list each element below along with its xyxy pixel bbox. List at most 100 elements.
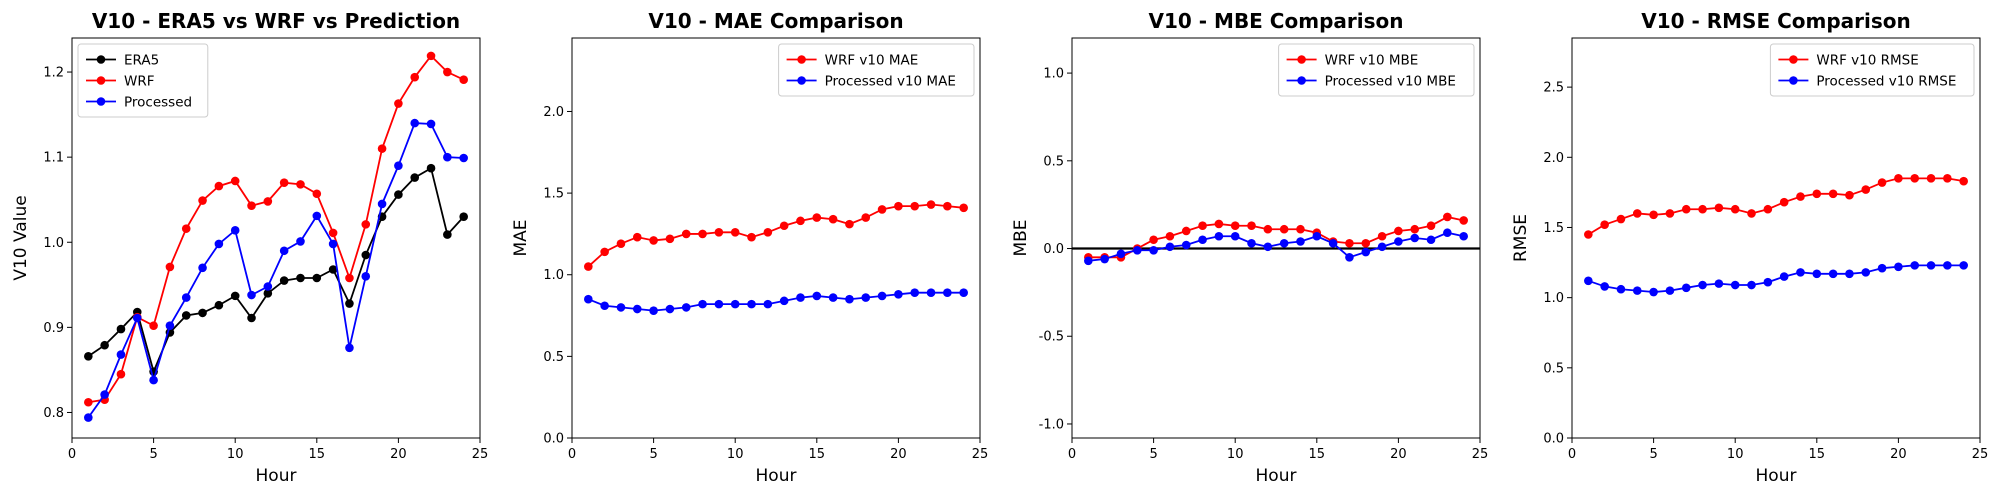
data-point [1714,203,1724,213]
data-point [828,214,838,224]
x-tick-label: 5 [1649,447,1657,462]
data-point [1426,221,1436,231]
legend: WRF v10 MAE Processed v10 MAE [778,43,975,97]
plot-frame [71,37,481,439]
data-point [312,189,322,199]
series-line-1 [587,291,964,312]
x-tick-label: 10 [1227,447,1244,462]
data-point [1926,174,1936,183]
data-point [1198,221,1207,231]
data-point [1230,221,1240,231]
data-point [1279,238,1289,248]
data-point [1747,209,1756,218]
data-point [198,263,207,273]
data-point [1443,212,1452,222]
data-point [1247,221,1256,231]
data-point [1198,235,1207,245]
legend-label: Processed [124,95,192,111]
data-point [198,196,207,205]
y-tick-label: 2.5 [1543,81,1564,96]
x-tick-label: 15 [1309,447,1326,462]
plot-frame [571,37,981,439]
data-point [1943,174,1952,183]
data-point [877,291,887,301]
y-tick-label: 0.5 [1043,154,1064,169]
data-point [1894,262,1903,272]
data-point [1459,216,1468,225]
y-tick-label: 2.0 [543,105,564,120]
data-point [1328,238,1338,248]
data-point [1828,189,1838,199]
data-point [312,273,322,283]
data-point [1632,286,1642,295]
x-tick-label: 20 [890,447,907,462]
data-point [894,290,903,299]
data-point [1116,249,1126,259]
y-tick-label: 0.5 [543,350,564,365]
data-point [361,250,371,260]
data-point [1165,231,1175,241]
data-point [828,293,838,302]
data-point [279,178,289,187]
data-point [443,230,452,239]
y-axis-label: V10 Value [11,195,31,280]
x-tick-label: 25 [1472,447,1489,462]
data-point [100,390,109,399]
data-point [845,294,854,304]
y-axis-label: MAE [511,219,531,256]
legend-label: WRF [124,74,155,90]
data-point [132,313,142,323]
data-point [779,296,789,306]
data-point [1230,231,1240,241]
x-tick-label: 25 [1972,447,1989,462]
data-point [926,200,936,209]
data-point [1681,283,1691,293]
data-point [1296,237,1305,246]
data-point [730,299,740,309]
data-point [1214,231,1224,241]
data-point [247,313,256,323]
chart-title: V10 - MAE Comparison [648,9,903,33]
y-tick-label: -0.5 [1039,330,1064,345]
series-line-0 [1088,216,1464,259]
x-tick-label: 15 [1809,447,1826,462]
y-tick-label: 1.2 [43,66,64,81]
x-tick-label: 20 [390,447,407,462]
legend-marker [1297,76,1306,85]
data-point [377,144,387,153]
x-axis-label: Hour [1256,466,1297,486]
data-point [230,176,240,186]
data-point [1959,176,1968,186]
data-point [763,227,773,237]
x-axis-label: Hour [1756,466,1797,486]
data-point [328,228,338,238]
data-point [959,288,968,297]
y-tick-label: 0.8 [43,406,64,421]
data-point [1714,279,1724,288]
y-tick-label: 0.0 [1043,242,1064,257]
plot-frame [1571,37,1981,439]
panel-mbe-comparison: V10 - MBE Comparison 0 5 10 15 20 25 -1.0 -0.5 0.… [1011,9,1488,486]
data-point [263,289,273,298]
x-tick-label: 5 [149,447,157,462]
data-point [812,213,822,222]
data-point [877,205,887,214]
data-point [1861,185,1871,194]
y-tick-label: 0.0 [543,432,564,447]
y-axis-label: MBE [1011,219,1031,256]
data-point [943,201,952,211]
data-point [747,299,756,309]
data-point [328,239,338,249]
data-point [426,163,436,173]
data-point [84,351,93,361]
data-point [1345,252,1354,262]
legend-label: WRF v10 MAE [825,53,919,69]
data-point [394,99,403,108]
data-point [1698,204,1707,214]
data-point [1181,240,1191,250]
data-point [459,212,468,222]
data-point [149,375,158,385]
series-line-1 [1588,264,1964,293]
data-point [410,72,420,82]
data-point [247,201,256,210]
